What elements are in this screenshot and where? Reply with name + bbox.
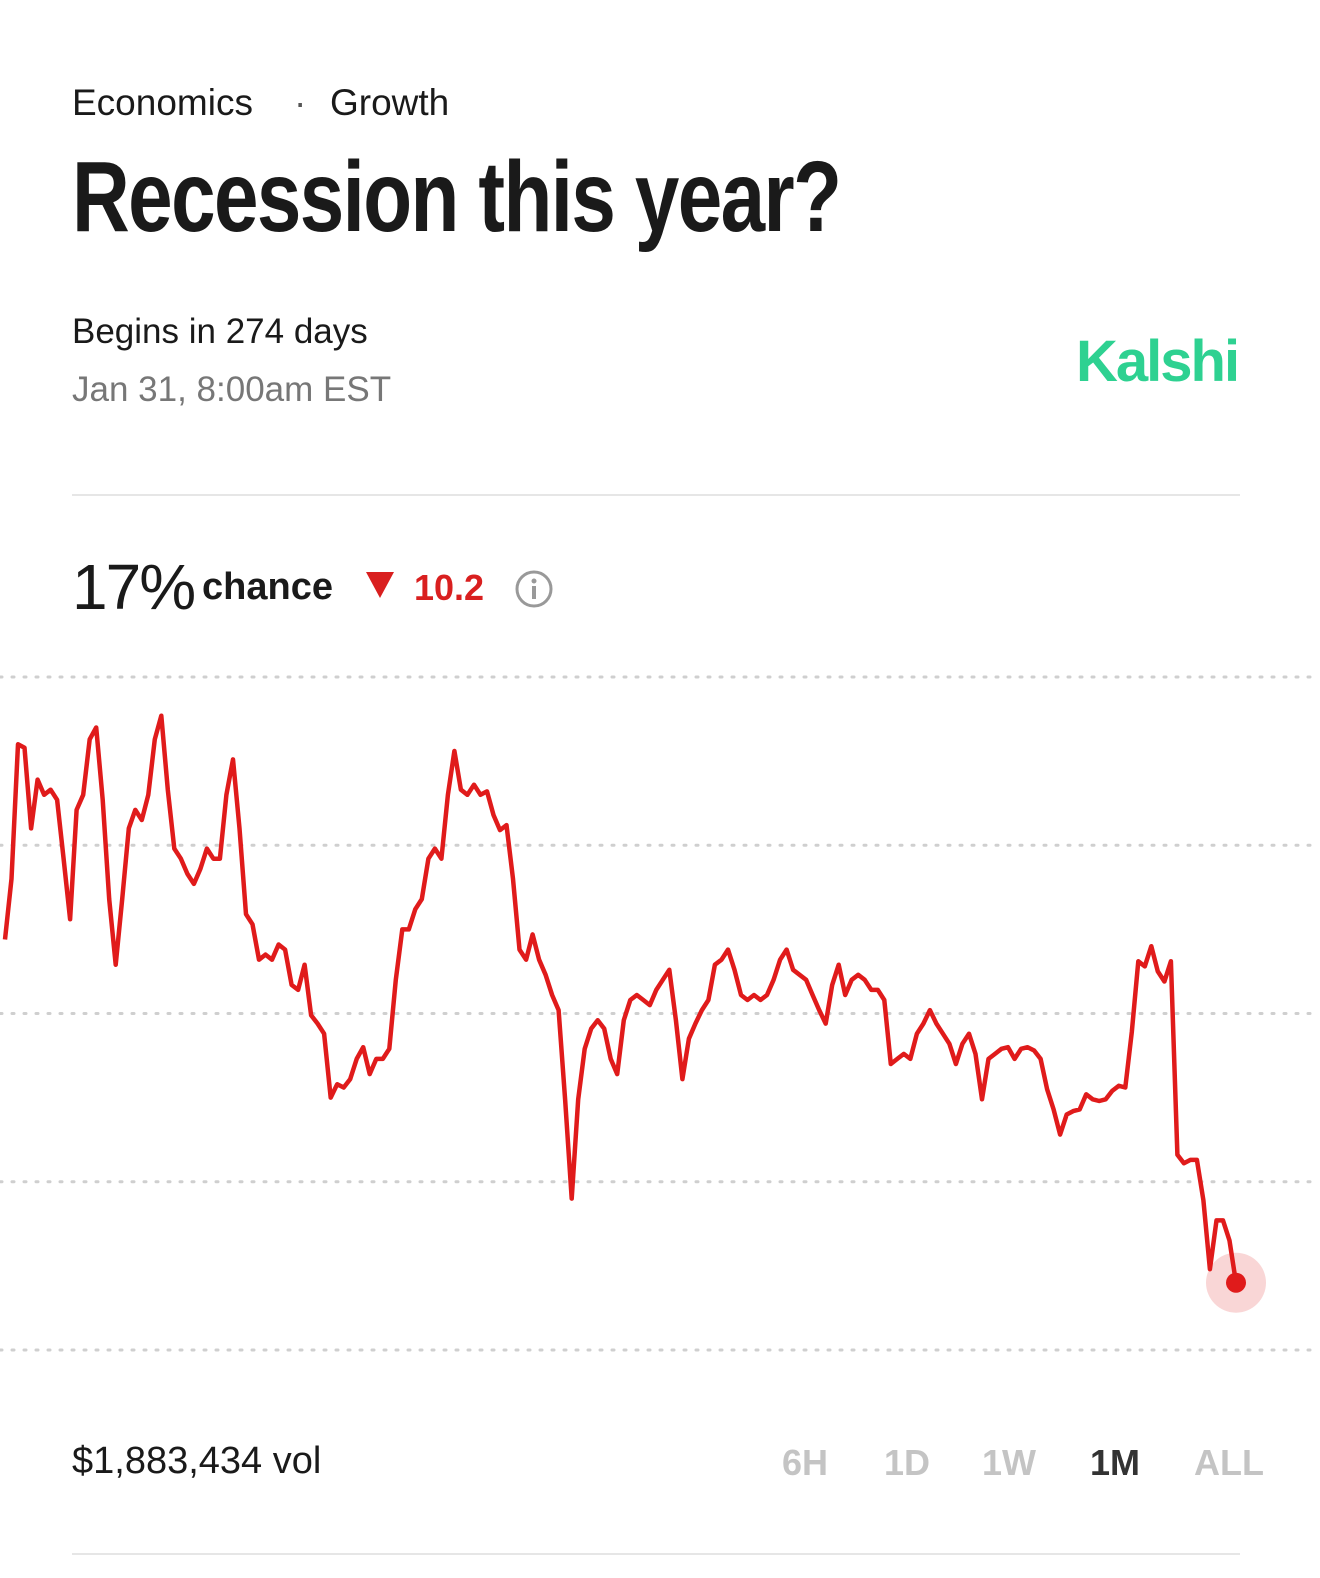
range-button[interactable]: 1W [982,1442,1036,1483]
chance-value: 17% [72,551,196,623]
price-line [2,713,1239,1284]
change-value: 10.2 [414,567,485,608]
current-point [1226,1272,1246,1293]
begins-text: Begins in 274 days [72,312,368,351]
price-chart [0,675,1320,1352]
range-button[interactable]: 1M [1090,1442,1141,1483]
volume: $1,883,434 vol [72,1440,322,1482]
breadcrumb-separator: · [294,82,307,123]
divider [72,1553,1240,1555]
breadcrumb-subcategory[interactable]: Growth [330,82,450,123]
range-button[interactable]: ALL [1194,1442,1264,1483]
chance-label: chance [202,566,333,608]
range-button[interactable]: 1D [884,1442,931,1483]
source-logo[interactable]: Kalshi [1076,329,1240,394]
market-title: Recession this year? [72,141,842,253]
info-icon[interactable] [513,568,555,610]
date-text: Jan 31, 8:00am EST [72,370,392,409]
range-button[interactable]: 6H [782,1442,829,1483]
down-arrow [366,572,394,598]
divider [72,494,1240,496]
breadcrumb-category[interactable]: Economics [72,82,253,123]
